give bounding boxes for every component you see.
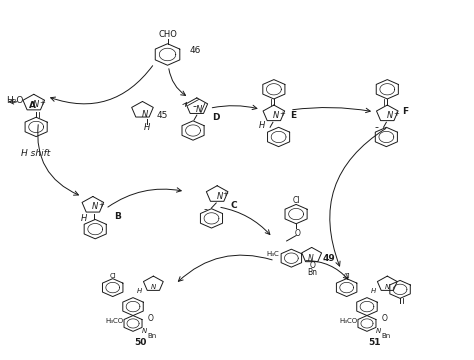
Text: N: N	[376, 328, 382, 334]
Text: 49: 49	[323, 255, 336, 264]
Text: N: N	[142, 328, 147, 334]
Text: Cl: Cl	[343, 273, 350, 279]
Text: Cl: Cl	[292, 196, 300, 205]
Text: +: +	[99, 202, 104, 208]
Text: N: N	[308, 254, 314, 263]
Text: +: +	[223, 192, 228, 197]
Text: F: F	[402, 107, 408, 116]
Text: N: N	[196, 105, 202, 114]
Text: N: N	[386, 111, 393, 120]
Text: N: N	[385, 284, 390, 290]
Text: H: H	[371, 288, 376, 294]
Text: H: H	[259, 121, 265, 130]
Text: E: E	[290, 111, 296, 120]
Text: N: N	[151, 284, 156, 290]
Text: CHO: CHO	[158, 30, 177, 39]
Text: H: H	[81, 214, 88, 223]
Text: B: B	[114, 212, 121, 221]
Text: +: +	[280, 111, 285, 117]
Text: Bn: Bn	[381, 333, 391, 339]
Text: H: H	[144, 123, 150, 132]
Text: Bn: Bn	[308, 268, 318, 277]
Text: N: N	[33, 100, 39, 109]
Text: 46: 46	[189, 46, 201, 55]
Text: N: N	[142, 110, 148, 119]
Text: N: N	[273, 111, 279, 120]
Text: N: N	[217, 192, 223, 201]
Text: A: A	[29, 101, 36, 110]
Text: O: O	[147, 314, 154, 323]
Text: H₂O: H₂O	[6, 95, 23, 104]
Text: C: C	[231, 201, 237, 210]
Text: H₃C: H₃C	[266, 251, 279, 257]
Text: 51: 51	[368, 338, 380, 347]
Text: O: O	[310, 261, 316, 270]
Text: -: -	[203, 204, 207, 214]
Text: O: O	[382, 314, 387, 323]
Text: -: -	[375, 122, 379, 132]
Bar	[282, 241, 324, 271]
Text: +: +	[393, 111, 399, 117]
Text: H shift: H shift	[20, 149, 50, 158]
Text: +: +	[39, 100, 45, 106]
Text: Cl: Cl	[109, 273, 116, 279]
Text: O: O	[294, 229, 301, 238]
Text: N: N	[92, 202, 98, 211]
Text: H₃CO: H₃CO	[339, 318, 357, 324]
Text: 45: 45	[156, 111, 168, 120]
Text: -: -	[193, 102, 197, 112]
Text: H₃CO: H₃CO	[105, 318, 123, 324]
Text: Bn: Bn	[147, 333, 156, 339]
Text: H: H	[137, 288, 142, 294]
Text: D: D	[212, 113, 219, 122]
Text: 50: 50	[134, 338, 146, 347]
